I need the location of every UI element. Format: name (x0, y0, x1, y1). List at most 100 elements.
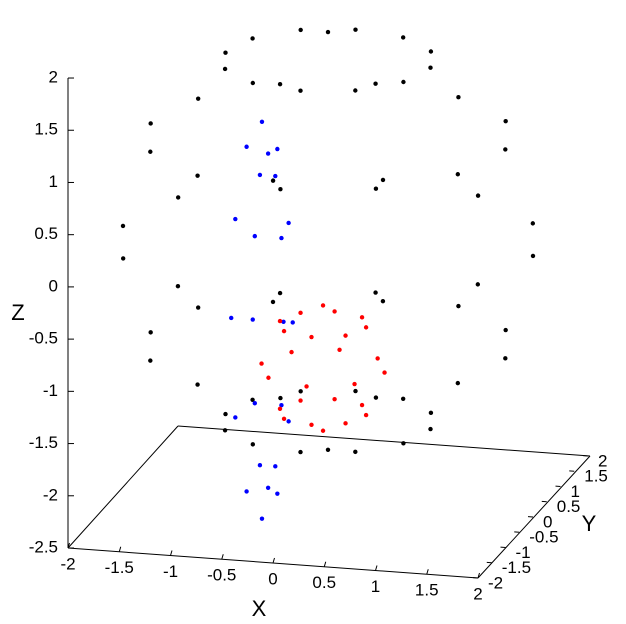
x-tick-label: -1 (163, 562, 178, 581)
point (195, 305, 201, 310)
point (273, 464, 278, 469)
point (223, 50, 228, 55)
point (343, 333, 348, 338)
x-tick-label: -2 (60, 554, 75, 573)
point (244, 144, 249, 149)
point (278, 395, 283, 401)
point (373, 186, 379, 191)
point (257, 172, 263, 178)
point (456, 95, 461, 100)
point (252, 233, 257, 239)
y-tick-label: 2 (598, 451, 607, 470)
point (281, 319, 286, 324)
point (257, 463, 263, 468)
point (359, 402, 365, 408)
point (270, 178, 276, 183)
y-axis-title: Y (582, 511, 597, 536)
z-tick-label: 0 (49, 276, 58, 295)
point (401, 79, 406, 85)
point (281, 416, 287, 422)
point (275, 491, 280, 496)
point (229, 315, 234, 321)
point (304, 384, 309, 389)
point (353, 27, 358, 32)
x-tick-label: 0.5 (312, 573, 336, 592)
x-tick-label: 1 (371, 577, 380, 596)
point (250, 80, 256, 86)
point (353, 388, 358, 394)
point (148, 149, 153, 154)
point (148, 121, 153, 126)
point (400, 396, 406, 401)
x-tick (323, 561, 327, 567)
z-tick-label: -2 (43, 485, 58, 504)
point (332, 396, 337, 402)
z-tick-label: 0.5 (34, 224, 58, 243)
point (281, 328, 287, 334)
point (279, 402, 284, 408)
point (325, 447, 331, 452)
point (279, 235, 284, 241)
point (290, 320, 295, 325)
point (120, 256, 126, 261)
y-tick-label: 0 (543, 512, 552, 531)
x-tick-label: 2 (473, 584, 482, 603)
y-tick-label: 1 (571, 482, 580, 501)
point (120, 223, 126, 229)
point (373, 290, 378, 295)
x-tick-label: -0.5 (207, 566, 236, 585)
z-tick-label: 2 (49, 68, 58, 87)
point (401, 441, 406, 446)
point (352, 381, 357, 387)
point (503, 356, 508, 361)
point (353, 449, 358, 455)
point (309, 334, 314, 340)
point (503, 327, 508, 333)
point (503, 147, 508, 152)
point (277, 318, 283, 324)
z-tick-label: -2.5 (29, 537, 58, 556)
z-tick-label: -0.5 (29, 329, 58, 348)
point (343, 421, 348, 426)
point (195, 173, 200, 178)
point (195, 382, 200, 387)
point (223, 411, 228, 417)
point (380, 298, 386, 304)
point (475, 193, 481, 198)
point (455, 380, 461, 386)
x-tick (272, 557, 275, 564)
point (373, 395, 379, 400)
point (277, 81, 283, 87)
point (233, 216, 238, 222)
point (298, 398, 303, 403)
point (148, 330, 153, 335)
z-tick-label: 1 (49, 172, 58, 191)
point (259, 361, 264, 366)
point (320, 428, 326, 433)
point (400, 35, 406, 40)
point (353, 88, 358, 93)
point (289, 349, 294, 355)
point (270, 299, 276, 305)
point (250, 36, 255, 41)
point (428, 426, 433, 432)
point (298, 88, 303, 93)
x-axis-title: X (252, 596, 267, 621)
axis-line (67, 425, 179, 549)
point (286, 419, 291, 424)
point (252, 401, 257, 406)
point (309, 422, 314, 427)
point (332, 309, 337, 314)
point (530, 253, 536, 259)
point (175, 283, 181, 289)
point (337, 347, 342, 352)
y-tick-label: -0.5 (529, 528, 558, 547)
point (278, 187, 283, 192)
axis-line (477, 455, 591, 579)
y-tick-label: -2 (488, 573, 503, 592)
point (530, 221, 536, 226)
z-tick-label: 1.5 (34, 120, 58, 139)
point (222, 66, 228, 72)
point (325, 29, 331, 35)
